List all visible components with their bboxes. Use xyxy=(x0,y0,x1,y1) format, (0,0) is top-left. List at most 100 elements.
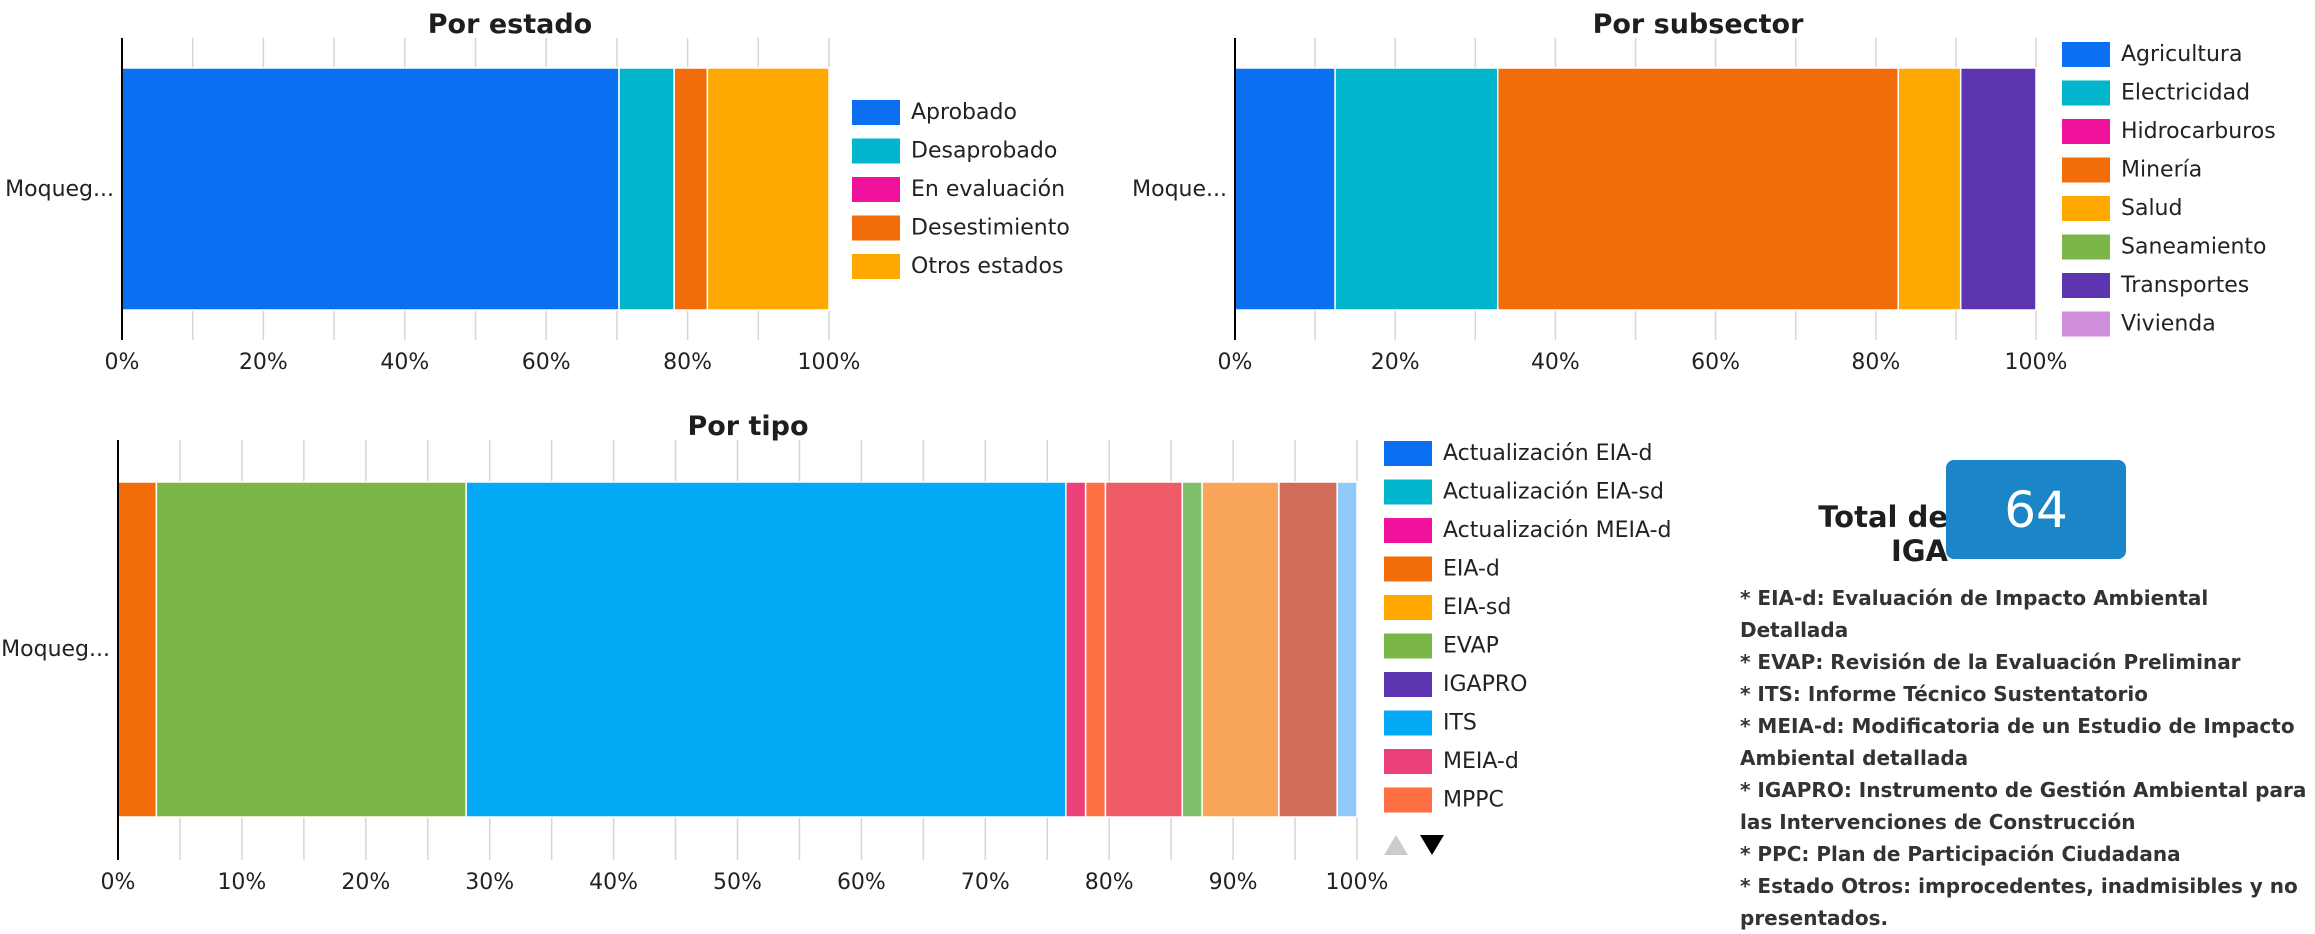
bar-segment xyxy=(673,67,709,311)
tick-label: 40% xyxy=(589,870,638,893)
note-item: * EVAP: Revisión de la Evaluación Prelim… xyxy=(1740,650,2241,674)
legend-swatch xyxy=(2062,119,2110,144)
legend-label: Actualización EIA-sd xyxy=(1443,480,1664,505)
bar-segment xyxy=(1084,481,1107,818)
legend-swatch xyxy=(2062,311,2110,337)
legend-swatch xyxy=(1384,672,1432,697)
tick-label: 60% xyxy=(522,350,571,375)
legend-swatch xyxy=(1384,633,1432,659)
bar-segment xyxy=(1959,67,2037,311)
legend-swatch xyxy=(1384,441,1432,466)
bar-segment xyxy=(121,67,620,311)
chart-por-tipo: Moqueg... 0% 10% 20% 30% 40% 50% 60% 70% 80% 90% 10… xyxy=(1,411,1671,893)
category-label: Moqueg... xyxy=(1,637,110,662)
tick-label: 40% xyxy=(380,350,429,375)
legend-label: Desaprobado xyxy=(911,139,1057,164)
tick-label: 0% xyxy=(105,350,140,375)
legend-swatch xyxy=(1384,556,1432,582)
tick-label: 80% xyxy=(663,350,712,375)
charts-canvas: Moqueg... 0% 20% 40% 60% 80% 100% Por estado Apr… xyxy=(1,9,2276,893)
legend-swatch xyxy=(1384,787,1432,813)
note-item: * MEIA-d: Modificatoria de un Estudio de… xyxy=(1740,714,2295,770)
note-item: * EIA-d: Evaluación de Impacto Ambiental… xyxy=(1740,586,2209,642)
bar-segment xyxy=(1234,67,1336,311)
legend-label: IGAPRO xyxy=(1443,672,1527,697)
legend-swatch xyxy=(1384,749,1432,774)
legend-label: Saneamiento xyxy=(2121,235,2267,260)
tick-label: 20% xyxy=(341,870,390,893)
legend-label: Electricidad xyxy=(2121,81,2250,106)
bar-segment xyxy=(1897,67,1962,311)
legend-swatch xyxy=(2062,80,2110,106)
bar-segment xyxy=(1278,481,1338,818)
chart-title: Por tipo xyxy=(687,411,808,442)
bar-segment xyxy=(117,481,158,818)
legend-label: MPPC xyxy=(1443,788,1504,813)
legend-swatch xyxy=(1384,479,1432,505)
bar-segment xyxy=(618,67,675,311)
tick-label: 20% xyxy=(239,350,288,375)
tick-label: 20% xyxy=(1371,350,1420,375)
triangle-down-icon[interactable] xyxy=(1420,835,1444,855)
total-label: Total de IGA xyxy=(1818,500,1948,568)
legend-label: Desestimiento xyxy=(911,216,1070,241)
legend-label: Actualización MEIA-d xyxy=(1443,518,1672,543)
tick-label: 60% xyxy=(837,870,886,893)
legend-swatch xyxy=(852,100,900,125)
legend-label: En evaluación xyxy=(911,177,1065,202)
legend-label: Vivienda xyxy=(2121,312,2216,337)
legend-label: EIA-sd xyxy=(1443,595,1511,620)
tick-label: 10% xyxy=(217,870,266,893)
tick-label: 80% xyxy=(1085,870,1134,893)
bar-segment xyxy=(1181,481,1203,818)
tick-label: 100% xyxy=(798,350,861,375)
legend-label: EIA-d xyxy=(1443,557,1500,582)
bar-segment xyxy=(1065,481,1087,818)
note-item: * Estado Otros: improcedentes, inadmisib… xyxy=(1740,874,2298,930)
tick-label: 100% xyxy=(2005,350,2068,375)
tick-label: 70% xyxy=(961,870,1010,893)
bar-segment xyxy=(1201,481,1280,818)
bar-segment xyxy=(1334,67,1499,311)
tick-label: 0% xyxy=(101,870,136,893)
tick-label: 0% xyxy=(1218,350,1253,375)
bar-segment xyxy=(1104,481,1184,818)
total-value-badge: 64 xyxy=(1946,460,2126,559)
category-label: Moque... xyxy=(1132,177,1227,202)
chart-por-subsector: Moque... 0% 20% 40% 60% 80% 100% Por subsector A… xyxy=(1132,9,2276,375)
legend-label: MEIA-d xyxy=(1443,749,1519,774)
legend-swatch xyxy=(1384,595,1432,620)
triangle-up-icon[interactable] xyxy=(1384,835,1408,855)
legend-label: Actualización EIA-d xyxy=(1443,441,1653,466)
tick-label: 50% xyxy=(713,870,762,893)
tick-label: 40% xyxy=(1531,350,1580,375)
tick-label: 100% xyxy=(1326,870,1389,893)
legend-swatch xyxy=(1384,518,1432,543)
legend-label: Aprobado xyxy=(911,100,1017,125)
legend-label: Salud xyxy=(2121,196,2182,221)
legend-label: Minería xyxy=(2121,158,2202,183)
legend-swatch xyxy=(852,254,900,279)
bar-segment xyxy=(465,481,1067,818)
note-item: * ITS: Informe Técnico Sustentatorio xyxy=(1740,682,2149,706)
bar-segment xyxy=(1496,67,1899,311)
legend-swatch xyxy=(852,138,900,164)
legend-swatch xyxy=(852,215,900,241)
tick-label: 80% xyxy=(1851,350,1900,375)
legend-swatch xyxy=(1384,710,1432,736)
legend-label: Agricultura xyxy=(2121,42,2242,67)
legend-swatch xyxy=(2062,196,2110,221)
tick-label: 30% xyxy=(465,870,514,893)
note-item: * IGAPRO: Instrumento de Gestión Ambient… xyxy=(1740,778,2307,834)
legend-label: Otros estados xyxy=(911,254,1063,279)
chart-title: Por estado xyxy=(428,9,592,40)
legend-label: ITS xyxy=(1443,711,1477,736)
notes-block: * EIA-d: Evaluación de Impacto Ambiental… xyxy=(1740,582,2315,934)
legend-swatch xyxy=(852,177,900,202)
legend-swatch xyxy=(2062,42,2110,67)
legend-swatch xyxy=(2062,157,2110,183)
tick-label: 90% xyxy=(1209,870,1258,893)
legend-label: Transportes xyxy=(2120,273,2249,298)
tick-label: 60% xyxy=(1691,350,1740,375)
bar-segment xyxy=(1336,481,1358,818)
